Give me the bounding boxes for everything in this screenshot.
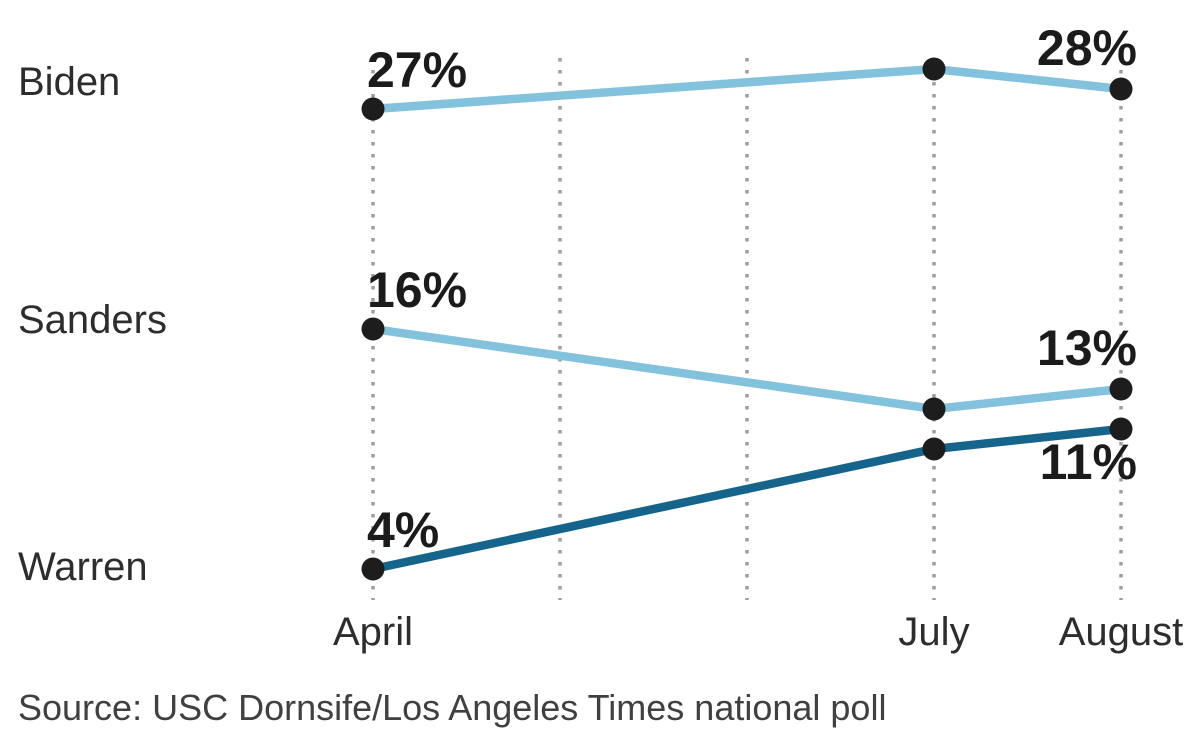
series-label-warren: Warren <box>18 545 148 589</box>
data-point-warren-july <box>922 437 946 461</box>
value-label-sanders-april: 16% <box>367 262 467 318</box>
value-labels: 27% 28% 16% 13% 4% 11% <box>367 20 1137 558</box>
data-point-warren-august <box>1109 417 1133 441</box>
gridlines <box>371 58 1123 600</box>
source-credit: Source: USC Dornsife/Los Angeles Times n… <box>18 687 887 728</box>
value-label-warren-august: 11% <box>1040 434 1137 490</box>
value-label-sanders-august: 13% <box>1037 320 1137 376</box>
value-label-biden-august: 28% <box>1037 20 1137 76</box>
data-point-warren-april <box>361 557 385 581</box>
data-point-sanders-april <box>361 317 385 341</box>
value-label-biden-april: 27% <box>367 42 467 98</box>
x-tick-april: April <box>332 610 414 654</box>
value-label-warren-april: 4% <box>367 502 439 558</box>
series-line-biden <box>372 64 1122 114</box>
data-point-biden-april <box>361 97 385 121</box>
x-tick-august: August <box>1058 610 1184 654</box>
x-tick-july: July <box>898 610 970 654</box>
series-label-sanders: Sanders <box>18 298 167 342</box>
series-label-biden: Biden <box>18 60 121 104</box>
data-points <box>361 57 1133 581</box>
data-point-sanders-july <box>922 397 946 421</box>
data-point-biden-august <box>1109 77 1133 101</box>
data-point-sanders-august <box>1109 377 1133 401</box>
data-point-biden-july <box>922 57 946 81</box>
series-line-warren <box>372 424 1122 574</box>
